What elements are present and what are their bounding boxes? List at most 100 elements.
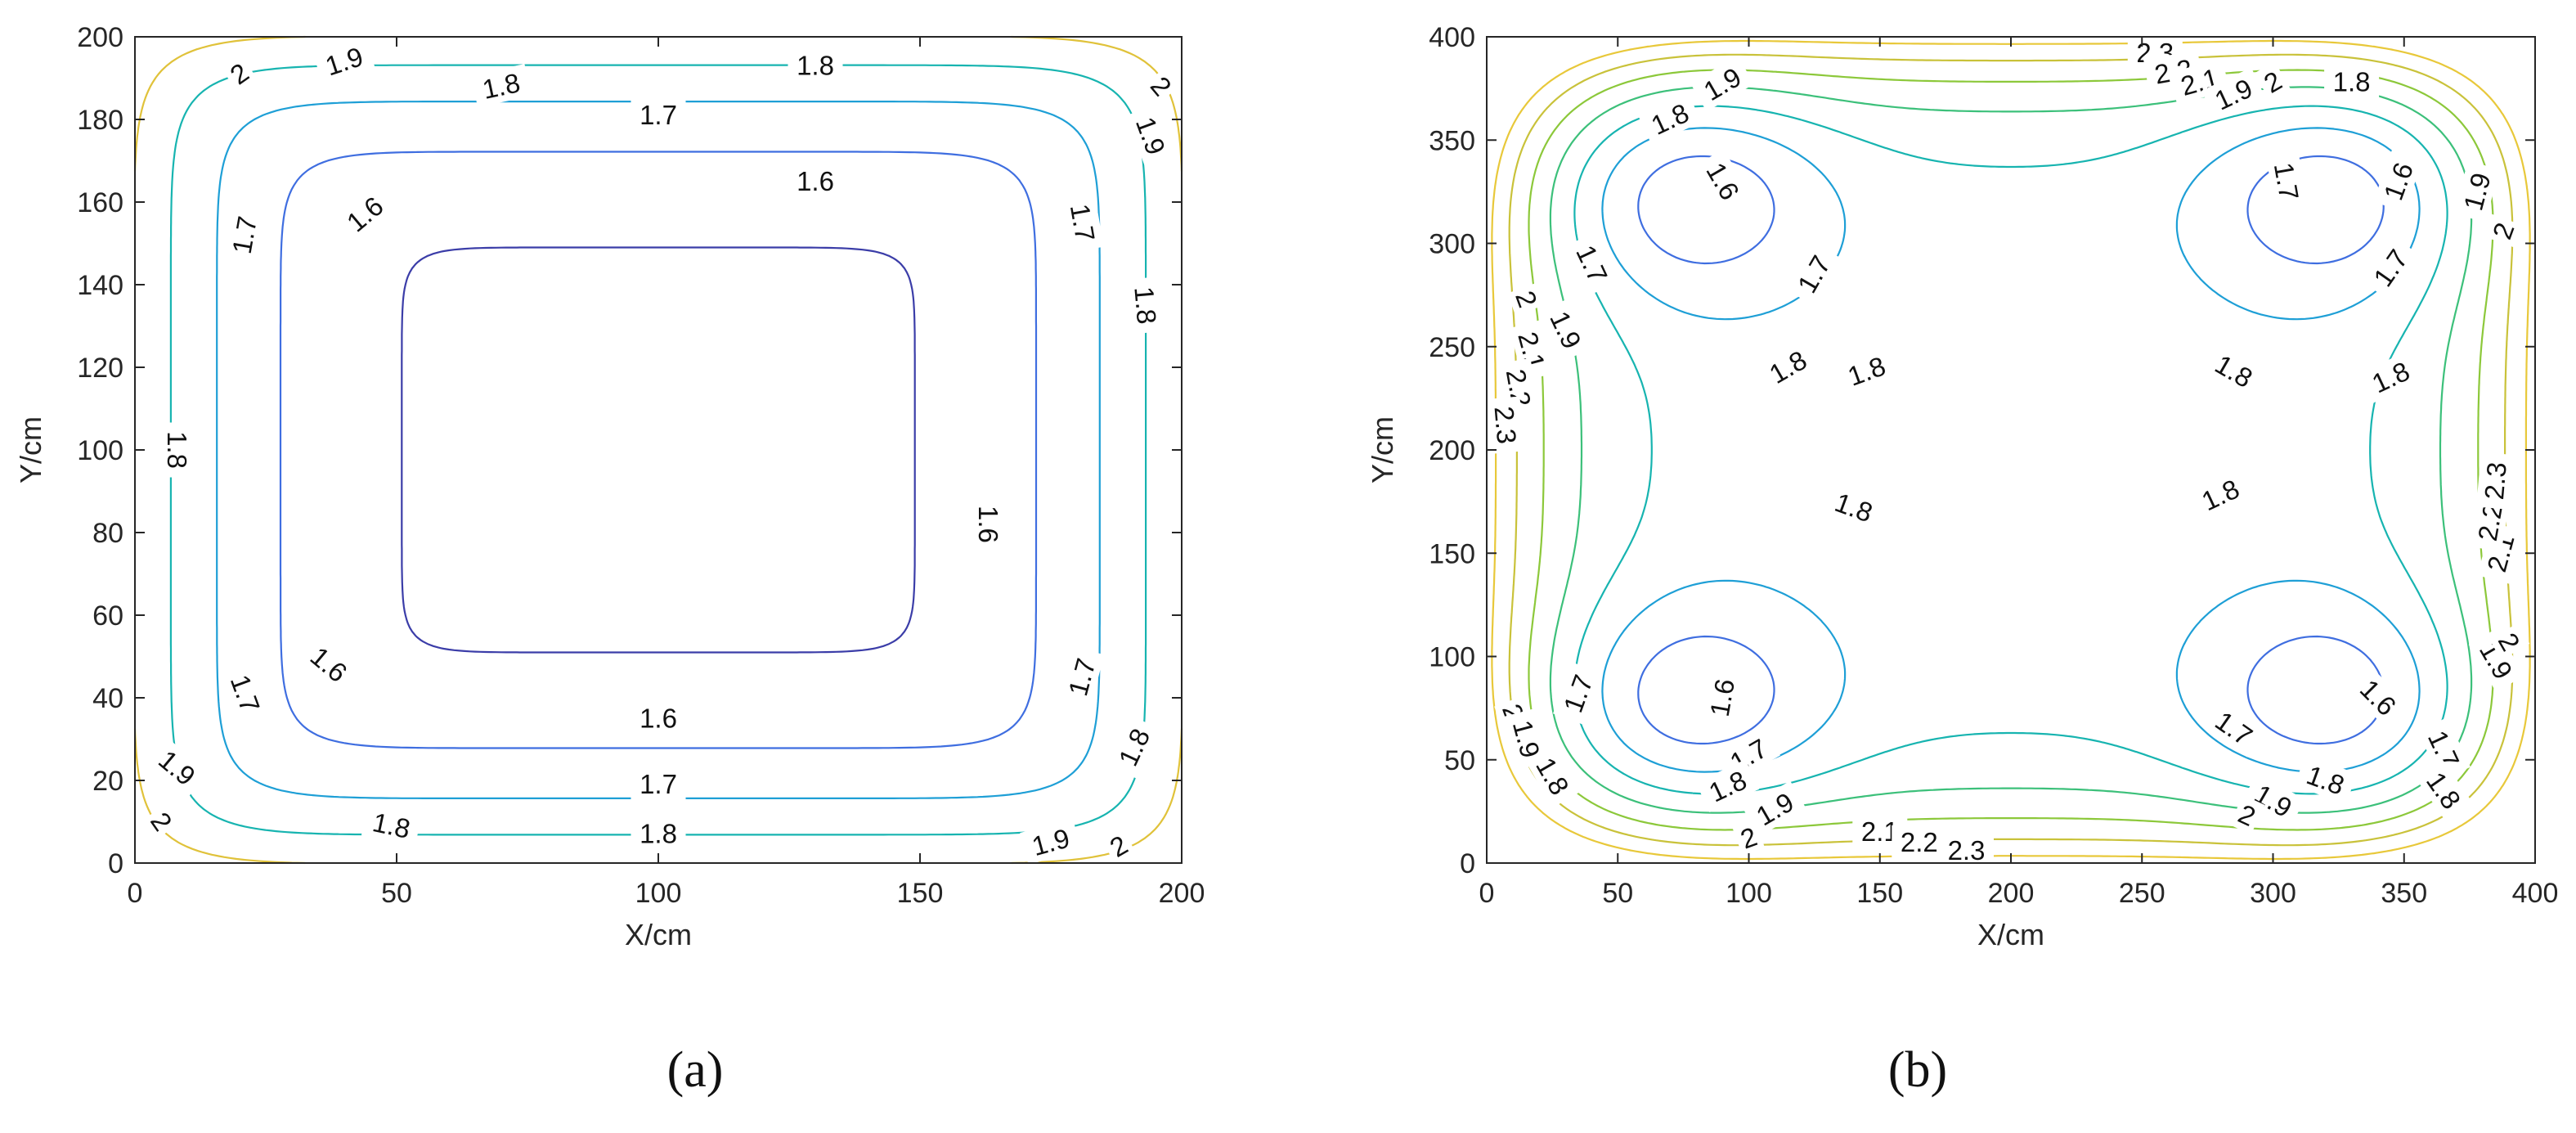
contours-a: [133, 35, 1183, 865]
contour-label-bg: [1785, 241, 1842, 306]
contour-line-1.7: [279, 151, 1038, 749]
contour-label-bg: [2453, 160, 2500, 223]
contour-label: 1.9: [2201, 67, 2265, 121]
contour-label-bg: [2229, 794, 2265, 835]
contour-label: 1.6: [2347, 666, 2410, 729]
contour-label: 1.8: [2188, 468, 2252, 521]
contour-label: 1.7: [1553, 662, 1603, 725]
contour-label-bg: [222, 205, 265, 265]
y-tick-label: 180: [77, 105, 123, 136]
ticks-b: 0 50 100 150 200 250 300 350 400 0 50 100 150 200 250 3…: [1429, 22, 2558, 909]
contour-label-text: 1.7: [227, 214, 263, 257]
x-tick-label: 100: [1726, 878, 1772, 909]
contour-label-bg: [2254, 61, 2291, 102]
contour-label-bg: [1731, 818, 1766, 857]
contour-label-bg: [1743, 780, 1807, 837]
x-tick-label: 50: [381, 878, 412, 909]
contour-label-bg: [1822, 482, 1886, 533]
contour-label: 2: [1731, 818, 1766, 857]
contour-label-bg: [1756, 339, 1820, 395]
contour-label-bg: [2373, 150, 2423, 213]
contour-label-bg: [1061, 192, 1104, 253]
contour-label: 1.8: [1756, 339, 1820, 395]
contour-label-text: 1.7: [640, 100, 677, 130]
contour-labels-b: 1.61.7 1.71.81.91.8 1.81.922.12.22.32.32.2…: [1487, 36, 2530, 866]
contour-label: 1.6: [2373, 150, 2423, 213]
panel-b: 1.61.7 1.71.81.91.8 1.81.922.12.22.32.32.2…: [1366, 22, 2558, 1098]
contours-b: [1491, 39, 2531, 861]
y-tick-label: 160: [77, 187, 123, 218]
contour-label: 1.6: [972, 497, 1006, 552]
contour-label-text: 1.9: [2457, 169, 2497, 214]
contour-label-bg: [2241, 772, 2306, 829]
contour-label-bg: [1058, 646, 1105, 708]
y-tick-label: 250: [1429, 332, 1475, 363]
caption-b: (b): [1888, 1042, 1947, 1098]
contour-label: 1.6: [1695, 149, 1752, 214]
y-axis-label-a: Y/cm: [14, 416, 47, 483]
contour-line-1.8: [1601, 579, 1847, 773]
y-tick-label: 400: [1429, 22, 1475, 53]
contour-label-bg: [1507, 281, 1546, 316]
contour-label-bg: [2417, 717, 2471, 781]
contour-label: 1.7: [1785, 241, 1842, 306]
contour-label-bg: [631, 767, 686, 800]
contour-label-text: 2.2: [1901, 827, 1938, 857]
y-tick-label: 80: [92, 518, 123, 549]
x-tick-label: 100: [635, 878, 682, 909]
contour-label: 1.7: [1565, 232, 1619, 296]
y-tick-label: 0: [1460, 848, 1475, 879]
contour-label: 2: [1100, 825, 1138, 866]
x-tick-label: 150: [1856, 878, 1903, 909]
contour-line-2: [1011, 728, 1183, 865]
contour-label: 1.9: [146, 737, 209, 798]
y-tick-label: 140: [77, 270, 123, 301]
contour-label-bg: [1100, 825, 1138, 866]
contour-label-bg: [788, 164, 843, 197]
x-tick-label: 300: [2250, 878, 2296, 909]
contour-line-2: [1011, 35, 1183, 172]
contour-label-bg: [470, 64, 532, 108]
contour-label-bg: [2324, 65, 2380, 98]
contour-label: 1.7: [2361, 236, 2420, 300]
contour-label: 1.8: [470, 64, 532, 108]
contour-label-bg: [1126, 104, 1176, 168]
contour-label-bg: [631, 816, 686, 850]
contour-label-bg: [1107, 715, 1160, 779]
x-tick-label: 350: [2381, 878, 2427, 909]
contour-label-bg: [141, 802, 182, 841]
contour-label: 2.3: [1939, 833, 1994, 866]
contour-label-text: 1.8: [797, 50, 834, 80]
contour-label: 1.8: [788, 48, 843, 82]
contour-label-bg: [1127, 277, 1165, 335]
contour-label: 1.6: [788, 164, 843, 197]
contour-label: 1.6: [333, 183, 397, 245]
contour-label: 1.7: [2202, 699, 2266, 758]
x-tick-label: 200: [1988, 878, 2035, 909]
contour-label-bg: [1939, 833, 1994, 866]
contour-label-bg: [631, 701, 686, 735]
contour-label: 1.7: [222, 205, 265, 265]
y-tick-label: 100: [77, 435, 123, 466]
contour-label-bg: [1020, 818, 1082, 865]
contour-label: 2: [1507, 281, 1546, 316]
x-tick-label: 0: [128, 878, 143, 909]
contour-line-1.6: [401, 246, 916, 654]
panel-a: 2 1.91.81.81.71.61.61.71.81.61.71.81.921.…: [14, 22, 1205, 1098]
contour-labels-a: 2 1.91.81.81.71.61.61.71.81.61.71.81.921.…: [141, 36, 1182, 866]
y-tick-label: 60: [92, 600, 123, 632]
contour-line-1.8: [216, 101, 1101, 799]
contour-label-bg: [1487, 396, 1525, 454]
contour-line-1.7: [1637, 635, 1775, 745]
contour-label-bg: [312, 36, 375, 85]
contour-line-1.9: [1573, 105, 2448, 795]
contour-label-text: 1.7: [1065, 201, 1101, 244]
contour-label-bg: [2201, 343, 2266, 399]
contour-label-text: 1.9: [1029, 823, 1073, 862]
plot-frame-a: [134, 36, 1183, 864]
contour-label: 2.3: [1487, 396, 1525, 454]
contour-label-bg: [2468, 627, 2524, 693]
contour-label: 1.8: [161, 422, 195, 478]
contour-label-bg: [2294, 754, 2358, 805]
x-tick-label: 50: [1602, 878, 1633, 909]
